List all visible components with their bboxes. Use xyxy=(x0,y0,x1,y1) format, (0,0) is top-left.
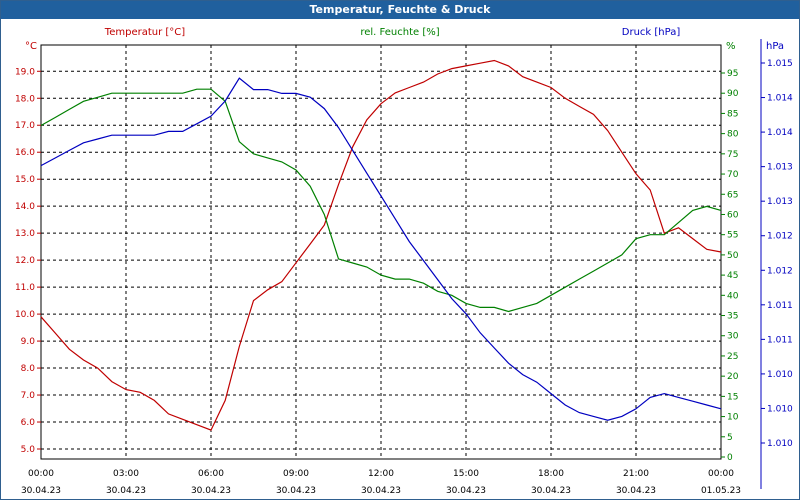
x-axis: 00:00 30.04.23 03:00 30.04.23 06:00 30.04.23 0… xyxy=(21,469,741,496)
humidity-tick-label: 25 xyxy=(727,352,738,362)
pressure-axis-title: Druck [hPa] xyxy=(622,27,681,38)
pressure-tick-label: 1.014 xyxy=(767,128,793,138)
pressure-tick-label: 1.011 xyxy=(767,301,793,311)
temperature-tick-label: 6.0 xyxy=(21,418,36,428)
humidity-tick-label: 95 xyxy=(727,69,738,79)
humidity-tick-label: 0 xyxy=(727,453,733,463)
x-tick-time: 09:00 xyxy=(283,469,309,479)
temperature-tick-label: 12.0 xyxy=(15,256,35,266)
humidity-tick-label: 50 xyxy=(727,251,739,261)
pressure-series-line xyxy=(40,77,722,421)
right-axis-humidity: 0 5 10 15 20 25 30 35 40 45 50 55 60 65 70 75 80 85 90 95 xyxy=(721,69,739,463)
humidity-unit-label: % xyxy=(726,41,736,52)
humidity-tick-label: 35 xyxy=(727,312,738,322)
temperature-tick-label: 18.0 xyxy=(15,94,35,104)
x-tick-date: 30.04.23 xyxy=(531,486,571,496)
x-tick-date: 30.04.23 xyxy=(191,486,231,496)
humidity-tick-label: 45 xyxy=(727,271,738,281)
pressure-tick-label: 1.010 xyxy=(767,370,793,380)
temperature-tick-label: 15.0 xyxy=(15,175,35,185)
pressure-tick-label: 1.015 xyxy=(767,59,793,69)
humidity-tick-label: 85 xyxy=(727,109,738,119)
temperature-tick-label: 14.0 xyxy=(15,202,35,212)
x-tick-time: 00:00 xyxy=(708,469,734,479)
humidity-tick-label: 70 xyxy=(727,170,739,180)
series-group xyxy=(40,59,722,431)
x-tick-time: 12:00 xyxy=(368,469,394,479)
x-tick-date: 30.04.23 xyxy=(21,486,61,496)
temperature-tick-label: 11.0 xyxy=(15,283,35,293)
right-axis-pressure: 1.010 1.010 1.010 1.011 1.011 1.012 1.012 1.013… xyxy=(760,39,793,489)
humidity-tick-label: 80 xyxy=(727,130,739,140)
temperature-tick-label: 10.0 xyxy=(15,310,35,320)
humidity-series-line xyxy=(40,88,722,313)
x-tick-time: 03:00 xyxy=(113,469,139,479)
humidity-tick-label: 40 xyxy=(727,291,739,301)
humidity-tick-label: 90 xyxy=(727,89,739,99)
x-tick-date: 30.04.23 xyxy=(106,486,146,496)
x-tick-date: 01.05.23 xyxy=(701,486,741,496)
temperature-unit-label: °C xyxy=(25,41,37,52)
humidity-tick-label: 20 xyxy=(727,372,739,382)
humidity-tick-label: 5 xyxy=(727,433,733,443)
x-tick-date: 30.04.23 xyxy=(361,486,401,496)
x-tick-date: 30.04.23 xyxy=(616,486,656,496)
humidity-axis-title: rel. Feuchte [%] xyxy=(360,27,439,38)
temperature-tick-label: 7.0 xyxy=(21,391,36,401)
temperature-tick-label: 13.0 xyxy=(15,229,35,239)
humidity-tick-label: 75 xyxy=(727,150,738,160)
humidity-tick-label: 30 xyxy=(727,332,739,342)
pressure-tick-label: 1.012 xyxy=(767,266,793,276)
temperature-tick-label: 19.0 xyxy=(15,67,35,77)
pressure-unit-label: hPa xyxy=(766,41,784,52)
pressure-tick-label: 1.011 xyxy=(767,335,793,345)
humidity-tick-label: 55 xyxy=(727,231,738,241)
temperature-axis-title: Temperatur [°C] xyxy=(104,27,185,38)
temperature-tick-label: 9.0 xyxy=(21,337,36,347)
temperature-tick-label: 17.0 xyxy=(15,121,35,131)
pressure-tick-label: 1.013 xyxy=(767,197,793,207)
left-axis: 5.0 6.0 7.0 8.0 9.0 10.0 11.0 12.0 13.0 14.0 15.0 1… xyxy=(15,67,41,455)
temperature-series-line xyxy=(40,59,722,431)
x-tick-time: 15:00 xyxy=(453,469,479,479)
humidity-tick-label: 65 xyxy=(727,190,738,200)
pressure-tick-label: 1.014 xyxy=(767,94,793,104)
temperature-tick-label: 8.0 xyxy=(21,364,36,374)
humidity-tick-label: 60 xyxy=(727,210,739,220)
grid-lines xyxy=(41,45,721,459)
pressure-tick-label: 1.010 xyxy=(767,404,793,414)
window-title: Temperatur, Feuchte & Druck xyxy=(1,1,799,19)
pressure-tick-label: 1.013 xyxy=(767,163,793,173)
pressure-tick-label: 1.012 xyxy=(767,232,793,242)
x-tick-time: 18:00 xyxy=(538,469,564,479)
x-tick-date: 30.04.23 xyxy=(446,486,486,496)
humidity-tick-label: 10 xyxy=(727,413,739,423)
x-tick-time: 21:00 xyxy=(623,469,649,479)
x-tick-time: 00:00 xyxy=(28,469,54,479)
humidity-tick-label: 15 xyxy=(727,392,738,402)
temperature-tick-label: 16.0 xyxy=(15,148,35,158)
x-tick-time: 06:00 xyxy=(198,469,224,479)
temperature-tick-label: 5.0 xyxy=(21,445,36,455)
x-tick-date: 30.04.23 xyxy=(276,486,316,496)
pressure-tick-label: 1.010 xyxy=(767,439,793,449)
